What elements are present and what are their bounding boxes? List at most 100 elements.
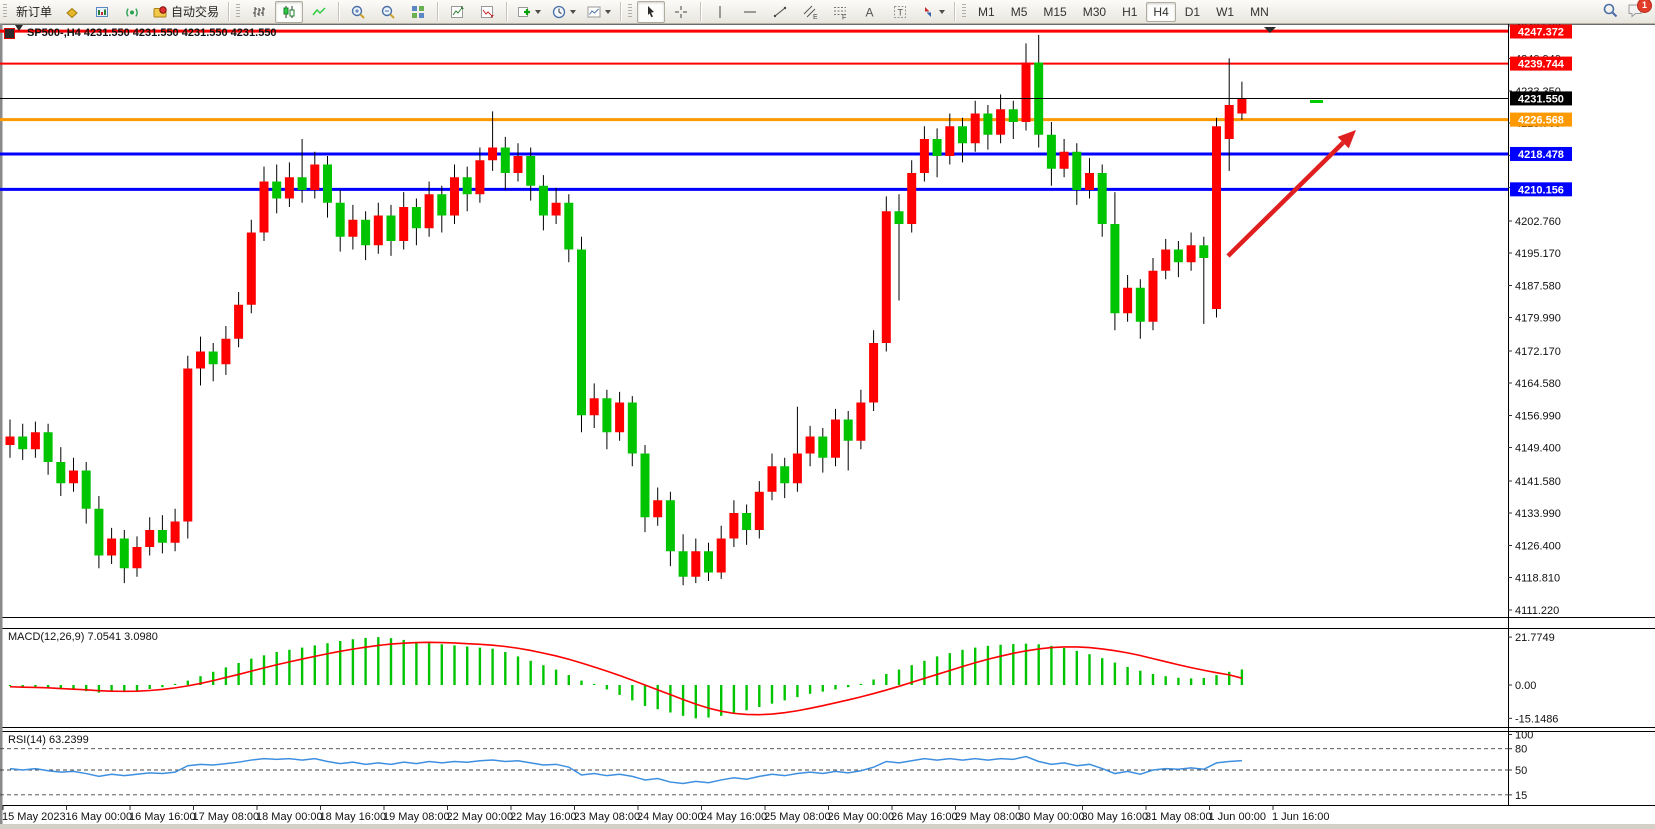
svg-text:0.00: 0.00 xyxy=(1515,680,1536,692)
price-axis[interactable]: 4248.5304240.9404233.3504225.7604218.170… xyxy=(1508,24,1561,617)
rsi-indicator xyxy=(0,748,1508,796)
new-order-button[interactable]: 新订单 xyxy=(12,2,56,22)
chart-window-icon[interactable] xyxy=(88,1,116,23)
bar-chart-icon[interactable] xyxy=(245,1,273,23)
timeframe-button-M5[interactable]: M5 xyxy=(1004,2,1035,22)
dropdown-caret xyxy=(939,9,946,14)
chart-canvas[interactable]: 4248.5304240.9404233.3504225.7604218.170… xyxy=(0,24,1655,829)
svg-text:30 May 00:00: 30 May 00:00 xyxy=(1018,811,1085,823)
svg-text:24 May 16:00: 24 May 16:00 xyxy=(701,811,768,823)
fibonacci-icon[interactable]: F xyxy=(826,1,854,23)
svg-text:4195.170: 4195.170 xyxy=(1515,248,1561,260)
signal-icon[interactable] xyxy=(118,1,146,23)
svg-text:24 May 00:00: 24 May 00:00 xyxy=(637,811,704,823)
timeframe-button-M1[interactable]: M1 xyxy=(971,2,1002,22)
timeframe-button-W1[interactable]: W1 xyxy=(1209,2,1241,22)
toolbar-grip[interactable] xyxy=(628,4,633,19)
templates-button[interactable] xyxy=(582,1,615,23)
trend-arrow[interactable] xyxy=(1226,130,1356,258)
timeframe-button-H4[interactable]: H4 xyxy=(1146,1,1176,22)
text-icon[interactable]: A xyxy=(856,1,884,23)
one-click-trading-toggle[interactable] xyxy=(4,28,15,39)
timeframe-button-H1[interactable]: H1 xyxy=(1115,2,1144,22)
toolbar: 新订单 自动交易 xyxy=(0,0,1655,24)
svg-text:100: 100 xyxy=(1515,730,1533,742)
svg-text:1 Jun 00:00: 1 Jun 00:00 xyxy=(1209,811,1267,823)
autotrading-label: 自动交易 xyxy=(171,5,220,19)
svg-text:16 May 00:00: 16 May 00:00 xyxy=(66,811,133,823)
svg-text:26 May 00:00: 26 May 00:00 xyxy=(828,811,895,823)
svg-text:E: E xyxy=(813,14,818,20)
svg-text:-15.1486: -15.1486 xyxy=(1515,713,1558,725)
svg-text:80: 80 xyxy=(1515,744,1527,756)
svg-text:16 May 16:00: 16 May 16:00 xyxy=(129,811,196,823)
svg-text:4141.580: 4141.580 xyxy=(1515,476,1561,488)
macd-scale: 21.7749 0.00 -15.1486 xyxy=(1508,632,1558,725)
line-chart-icon[interactable] xyxy=(305,1,333,23)
cursor-icon[interactable] xyxy=(637,0,666,23)
vertical-line-icon[interactable] xyxy=(706,1,734,23)
macd-label: MACD(12,26,9) 7.0541 3.0980 xyxy=(8,631,158,643)
dropdown-caret xyxy=(570,9,577,14)
chat-icon[interactable]: 1 xyxy=(1627,0,1652,22)
chart-title: SP500-,H4 4231.550 4231.550 4231.550 423… xyxy=(27,27,277,39)
indicator-window-remove-icon[interactable] xyxy=(473,1,501,23)
svg-text:26 May 16:00: 26 May 16:00 xyxy=(891,811,958,823)
timeframe-button-D1[interactable]: D1 xyxy=(1178,2,1207,22)
toolbar-grip[interactable] xyxy=(962,4,967,19)
chart-window[interactable]: 4248.5304240.9404233.3504225.7604218.170… xyxy=(0,24,1655,829)
svg-text:4111.220: 4111.220 xyxy=(1515,605,1559,617)
zoom-out-icon[interactable] xyxy=(374,1,402,23)
svg-text:21.7749: 21.7749 xyxy=(1515,632,1555,644)
svg-text:4156.990: 4156.990 xyxy=(1515,410,1561,422)
crosshair-icon[interactable] xyxy=(667,1,695,23)
svg-text:31 May 08:00: 31 May 08:00 xyxy=(1145,811,1212,823)
svg-text:23 May 08:00: 23 May 08:00 xyxy=(574,811,641,823)
svg-text:25 May 08:00: 25 May 08:00 xyxy=(764,811,831,823)
svg-text:T: T xyxy=(898,7,904,17)
svg-text:4126.400: 4126.400 xyxy=(1515,540,1561,552)
arrows-button[interactable] xyxy=(916,1,949,23)
toolbar-right: 1 xyxy=(1602,0,1655,22)
indicator-window-add-icon[interactable] xyxy=(443,1,471,23)
price-level-lines[interactable] xyxy=(0,29,1508,191)
trendline-icon[interactable] xyxy=(766,1,794,23)
timeframe-button-M15[interactable]: M15 xyxy=(1036,2,1073,22)
search-icon[interactable] xyxy=(1602,2,1619,22)
candlestick-chart-icon[interactable] xyxy=(275,0,304,23)
svg-text:4164.580: 4164.580 xyxy=(1515,378,1561,390)
svg-text:4247.372: 4247.372 xyxy=(1518,27,1564,39)
timeframe-button-MN[interactable]: MN xyxy=(1243,2,1276,22)
chart-shift-marker[interactable] xyxy=(1264,27,1276,33)
svg-text:1 Jun 16:00: 1 Jun 16:00 xyxy=(1272,811,1330,823)
equidistant-channel-icon[interactable]: E xyxy=(796,1,824,23)
autotrading-icon xyxy=(152,4,168,20)
svg-text:18 May 16:00: 18 May 16:00 xyxy=(320,811,387,823)
svg-text:4226.568: 4226.568 xyxy=(1518,115,1564,127)
timeframe-button-M30[interactable]: M30 xyxy=(1076,2,1113,22)
toolbar-grip[interactable] xyxy=(236,4,241,19)
dropdown-caret xyxy=(605,9,612,14)
svg-text:4231.550: 4231.550 xyxy=(1518,93,1564,105)
horizontal-line-icon[interactable] xyxy=(736,1,764,23)
tile-windows-icon[interactable] xyxy=(404,1,432,23)
separator xyxy=(338,2,340,21)
svg-text:22 May 16:00: 22 May 16:00 xyxy=(510,811,577,823)
periods-button[interactable] xyxy=(547,1,580,23)
market-watch-icon[interactable] xyxy=(58,1,86,23)
dropdown-caret xyxy=(535,9,542,14)
zoom-in-icon[interactable] xyxy=(344,1,372,23)
text-label-icon[interactable]: T xyxy=(886,1,914,23)
svg-text:50: 50 xyxy=(1515,765,1527,777)
macd-indicator xyxy=(8,637,1244,719)
symbol-menu-caret[interactable] xyxy=(15,25,23,31)
autotrading-button[interactable]: 自动交易 xyxy=(148,2,223,22)
svg-text:22 May 00:00: 22 May 00:00 xyxy=(447,811,514,823)
svg-text:30 May 16:00: 30 May 16:00 xyxy=(1082,811,1149,823)
add-indicator-button[interactable] xyxy=(512,1,545,23)
svg-text:4210.156: 4210.156 xyxy=(1518,184,1564,196)
svg-text:15: 15 xyxy=(1515,790,1527,802)
toolbar-grip[interactable] xyxy=(3,4,7,19)
